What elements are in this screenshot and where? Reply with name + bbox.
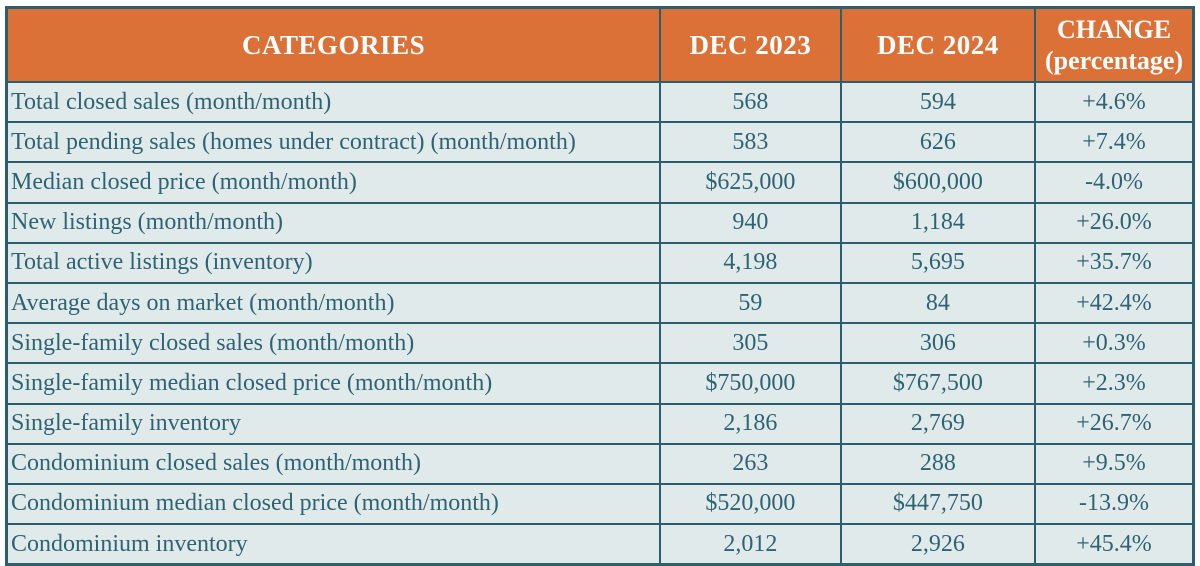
change-cell: +42.4% bbox=[1034, 281, 1195, 325]
change-cell: +35.7% bbox=[1034, 241, 1195, 284]
dec2024-cell: 594 bbox=[839, 80, 1037, 124]
category-cell: Total closed sales (month/month) bbox=[5, 80, 662, 124]
stats-table-container: CATEGORIES DEC 2023 DEC 2024 CHANGE (per… bbox=[5, 6, 1195, 566]
dec2023-cell: $625,000 bbox=[659, 161, 842, 204]
category-cell: Single-family closed sales (month/month) bbox=[5, 322, 662, 365]
header-change-line2: (percentage) bbox=[1044, 46, 1184, 75]
dec2024-cell: 5,695 bbox=[839, 241, 1037, 284]
dec2023-cell: 4,198 bbox=[659, 241, 842, 284]
dec2024-cell: 626 bbox=[839, 121, 1037, 164]
dec2023-cell: 2,012 bbox=[659, 523, 842, 566]
table-row: Single-family closed sales (month/month)… bbox=[5, 322, 1195, 365]
table-row: Single-family inventory 2,186 2,769 +26.… bbox=[5, 402, 1195, 445]
dec2023-cell: 263 bbox=[659, 442, 842, 485]
dec2024-cell: $767,500 bbox=[839, 362, 1037, 405]
category-cell: Total pending sales (homes under contrac… bbox=[5, 121, 662, 164]
dec2023-cell: 583 bbox=[659, 121, 842, 164]
table-row: Condominium inventory 2,012 2,926 +45.4% bbox=[5, 523, 1195, 566]
change-cell: -13.9% bbox=[1034, 482, 1195, 526]
table-row: Total active listings (inventory) 4,198 … bbox=[5, 241, 1195, 284]
change-cell: +26.0% bbox=[1034, 201, 1195, 244]
dec2023-cell: $750,000 bbox=[659, 362, 842, 405]
category-cell: Condominium median closed price (month/m… bbox=[5, 482, 662, 526]
dec2023-cell: 305 bbox=[659, 322, 842, 365]
table-row: Condominium closed sales (month/month) 2… bbox=[5, 442, 1195, 485]
change-cell: -4.0% bbox=[1034, 161, 1195, 204]
category-cell: Total active listings (inventory) bbox=[5, 241, 662, 284]
table-row: Condominium median closed price (month/m… bbox=[5, 482, 1195, 526]
category-cell: Condominium closed sales (month/month) bbox=[5, 442, 662, 485]
change-cell: +26.7% bbox=[1034, 402, 1195, 445]
category-cell: Median closed price (month/month) bbox=[5, 161, 662, 204]
change-cell: +0.3% bbox=[1034, 322, 1195, 365]
category-cell: Single-family median closed price (month… bbox=[5, 362, 662, 405]
change-cell: +9.5% bbox=[1034, 442, 1195, 485]
dec2023-cell: 59 bbox=[659, 281, 842, 325]
dec2023-cell: $520,000 bbox=[659, 482, 842, 526]
table-row: Single-family median closed price (month… bbox=[5, 362, 1195, 405]
category-cell: New listings (month/month) bbox=[5, 201, 662, 244]
table-row: Total pending sales (homes under contrac… bbox=[5, 121, 1195, 164]
change-cell: +7.4% bbox=[1034, 121, 1195, 164]
dec2024-cell: 306 bbox=[839, 322, 1037, 365]
dec2024-cell: 288 bbox=[839, 442, 1037, 485]
table-header: CATEGORIES DEC 2023 DEC 2024 CHANGE (per… bbox=[5, 6, 1195, 83]
dec2024-cell: 2,926 bbox=[839, 523, 1037, 566]
header-change: CHANGE (percentage) bbox=[1034, 6, 1195, 83]
change-cell: +45.4% bbox=[1034, 523, 1195, 566]
category-cell: Single-family inventory bbox=[5, 402, 662, 445]
table-body: Total closed sales (month/month) 568 594… bbox=[5, 80, 1195, 566]
category-cell: Condominium inventory bbox=[5, 523, 662, 566]
market-stats-table: CATEGORIES DEC 2023 DEC 2024 CHANGE (per… bbox=[5, 6, 1195, 566]
header-categories: CATEGORIES bbox=[5, 6, 662, 83]
change-cell: +4.6% bbox=[1034, 80, 1195, 124]
dec2024-cell: $600,000 bbox=[839, 161, 1037, 204]
table-row: New listings (month/month) 940 1,184 +26… bbox=[5, 201, 1195, 244]
header-row: CATEGORIES DEC 2023 DEC 2024 CHANGE (per… bbox=[5, 6, 1195, 83]
header-dec-2023: DEC 2023 bbox=[659, 6, 842, 83]
table-row: Total closed sales (month/month) 568 594… bbox=[5, 80, 1195, 124]
category-cell: Average days on market (month/month) bbox=[5, 281, 662, 325]
dec2024-cell: 84 bbox=[839, 281, 1037, 325]
table-row: Median closed price (month/month) $625,0… bbox=[5, 161, 1195, 204]
dec2023-cell: 940 bbox=[659, 201, 842, 244]
change-cell: +2.3% bbox=[1034, 362, 1195, 405]
dec2024-cell: 1,184 bbox=[839, 201, 1037, 244]
dec2024-cell: $447,750 bbox=[839, 482, 1037, 526]
header-dec-2024: DEC 2024 bbox=[839, 6, 1037, 83]
header-change-line1: CHANGE bbox=[1056, 14, 1172, 44]
table-row: Average days on market (month/month) 59 … bbox=[5, 281, 1195, 325]
dec2024-cell: 2,769 bbox=[839, 402, 1037, 445]
dec2023-cell: 2,186 bbox=[659, 402, 842, 445]
dec2023-cell: 568 bbox=[659, 80, 842, 124]
